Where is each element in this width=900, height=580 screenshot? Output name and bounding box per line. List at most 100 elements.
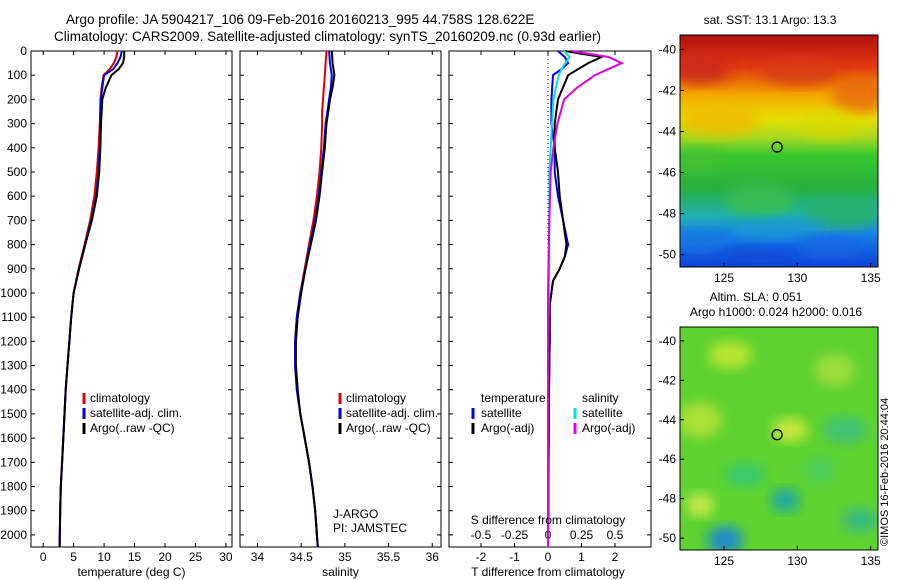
y-tick-label: 900 [7,262,27,276]
sst-patch [760,58,840,86]
y-tick-label: 0 [20,44,27,58]
sla-patch [708,341,752,369]
legend-title: temperature [481,391,546,405]
sst-patch [800,111,860,139]
series-line [58,51,126,548]
y-tick-label: 1400 [0,383,27,397]
x2-axis-label: S difference from climatology [471,513,626,527]
legend-label: satellite-adj. clim. [346,406,438,420]
plot-frame [30,50,233,548]
x-tick-label: 35 [338,550,352,564]
y-tick-label: -48 [659,207,677,221]
map-frame [679,34,879,268]
y-tick-label: 1500 [0,407,27,421]
x-tick-label: 20 [158,550,172,564]
series-line [547,50,625,547]
y-tick-label: -40 [659,334,677,348]
legend-label: Argo(-adj) [481,421,534,435]
sst-patch [680,56,730,84]
sst-patch [680,148,725,172]
legend-label: climatology [346,391,406,405]
y-tick-label: 500 [7,165,27,179]
sla-patch [815,354,855,386]
y-tick-label: 1900 [0,504,27,518]
y-tick-label: 400 [7,141,27,155]
y-tick-label: -40 [659,42,677,56]
x-tick-label: 135 [861,554,881,568]
x-tick-label: 135 [861,271,881,285]
sla-map-title: Altim. SLA: 0.051 [710,290,803,304]
sst-patch [730,218,830,238]
legend-label: climatology [90,391,150,405]
argo-location-marker [771,141,783,153]
sst-map-title: sat. SST: 13.1 Argo: 13.3 [704,13,837,27]
jargo-label: J-ARGO [333,507,378,521]
x-tick-label: 0 [40,550,47,564]
plot-frame [239,50,442,548]
y-tick-label: 200 [7,92,27,106]
x-tick-label: 130 [787,271,807,285]
x-tick-label: 25 [189,550,203,564]
sst-patch [802,201,878,229]
sst-patch [680,230,730,250]
argo-location-marker [771,429,783,441]
y-tick-label: 1300 [0,359,27,373]
sst-patch [794,235,866,255]
y-tick-label: 1600 [0,431,27,445]
y-tick-label: -42 [659,373,677,387]
y-tick-label: 300 [7,117,27,131]
x-tick-label: 130 [787,554,807,568]
y-tick-label: -46 [659,452,677,466]
map-image [680,327,878,550]
y-tick-label: 700 [7,213,27,227]
sla-patch [680,402,722,438]
sla-patch [804,456,836,484]
imos-credit: ©IMOS 16-Feb-2016 20:44:04 [879,397,891,546]
sst-patch [680,104,760,136]
x-tick-label: 10 [97,550,111,564]
y-tick-label: -46 [659,166,677,180]
x-tick-label: 125 [714,271,734,285]
y-tick-label: 2000 [0,528,27,542]
y-tick-label: 100 [7,68,27,82]
legend-label: satellite-adj. clim. [90,406,182,420]
x-tick-label: 0 [545,550,552,564]
sst-patch [832,77,878,113]
x2-tick-label: 0.5 [607,528,624,542]
temperature-panel: 0 5 10 15 20 25 300100200300400500600700800900… [0,44,233,579]
series-line [294,50,336,548]
x-tick-label: -1 [509,550,520,564]
x-tick-label: 34 [251,550,265,564]
sla-patch [725,463,765,487]
x-tick-label: 125 [714,554,734,568]
x-axis-label: temperature (deg C) [77,565,185,579]
pi-label: PI: JAMSTEC [333,521,407,535]
map-image [680,35,878,267]
salinity-panel: 34 34.5 35 35.5 36 salinity climatologysatelli… [239,50,442,579]
header-title-line1: Argo profile: JA 5904217_106 09-Feb-2016… [66,12,535,27]
y-tick-label: -44 [659,124,677,138]
y-tick-label: -48 [659,492,677,506]
legend-label: satellite [582,406,623,420]
sst-patch [720,247,800,263]
x-axis-label: T difference from climatology [471,565,625,579]
x2-tick-label: 0.25 [570,528,594,542]
y-tick-label: -50 [659,248,677,262]
x2-tick-label: -0.5 [471,528,492,542]
map-frame [679,326,879,551]
x-tick-label: 1 [578,550,585,564]
x-tick-label: 15 [128,550,142,564]
x-tick-label: 30 [219,550,233,564]
y-tick-label: -44 [659,413,677,427]
y-tick-label: -42 [659,83,677,97]
x-tick-label: 2 [612,550,619,564]
y-tick-label: 1800 [0,480,27,494]
sla-patch [842,508,878,532]
legend-label: Argo(..raw -QC) [346,421,431,435]
x-tick-label: 36 [426,550,440,564]
legend-label: Argo(..raw -QC) [90,421,175,435]
legend-label: satellite [481,406,522,420]
sla-patch [823,416,867,444]
header-title-line2: Climatology: CARS2009. Satellite-adjuste… [54,29,602,44]
